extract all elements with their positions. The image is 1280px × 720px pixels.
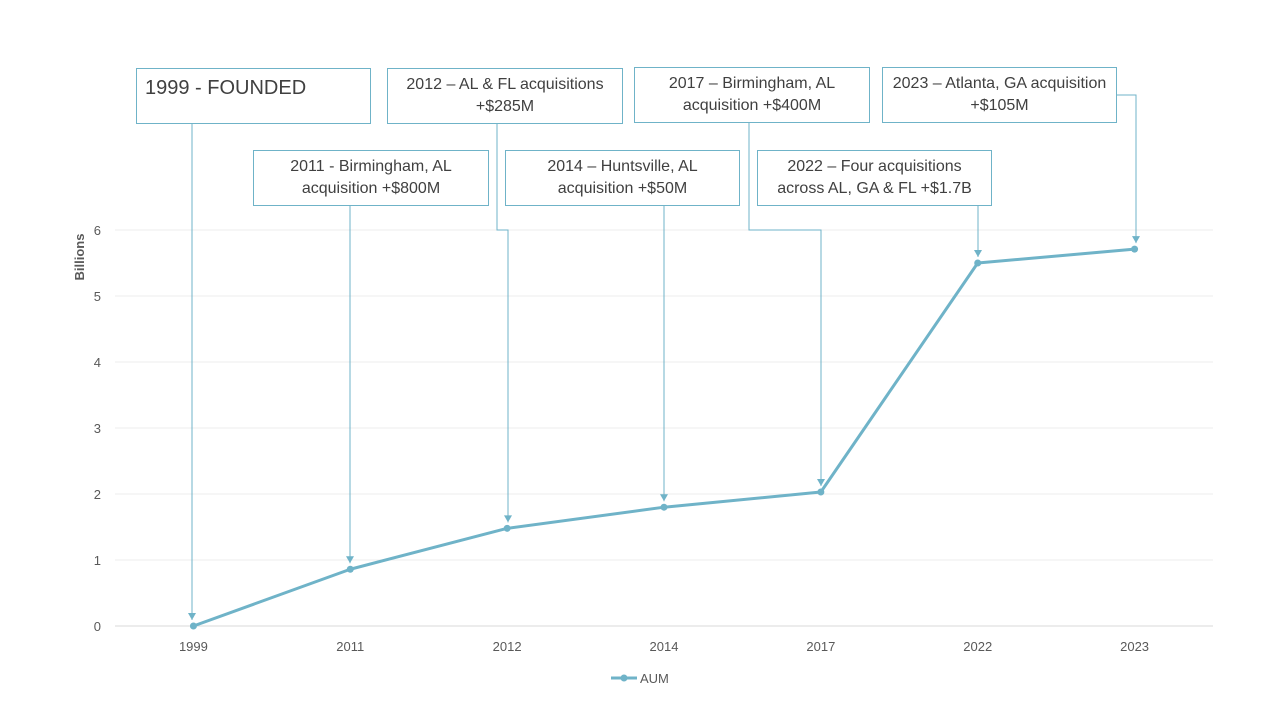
data-point <box>660 503 668 511</box>
data-point <box>503 524 511 532</box>
y-tick-label: 3 <box>94 421 101 436</box>
y-tick-label: 6 <box>94 223 101 238</box>
callout-connector <box>496 124 509 523</box>
y-axis-label: Billions <box>72 234 87 281</box>
callout-2017: 2017 – Birmingham, AL acquisition +$400M <box>634 67 870 123</box>
data-point <box>1131 245 1139 253</box>
connector-arrowhead <box>346 556 354 564</box>
callout-connector <box>1117 94 1137 244</box>
connector-arrowhead <box>974 250 982 257</box>
y-tick-label: 0 <box>94 619 101 634</box>
x-tick-label: 2012 <box>493 639 522 654</box>
legend: AUM <box>611 671 669 686</box>
callout-2012: 2012 – AL & FL acquisitions +$285M <box>387 68 623 124</box>
data-point <box>817 488 825 496</box>
data-point <box>974 259 982 267</box>
legend-label-aum: AUM <box>640 671 669 686</box>
x-tick-label: 2022 <box>963 639 992 654</box>
y-tick-label: 1 <box>94 553 101 568</box>
x-tick-label: 2023 <box>1120 639 1149 654</box>
y-tick-label: 4 <box>94 355 101 370</box>
x-tick-label: 2017 <box>806 639 835 654</box>
connector-arrowhead <box>660 494 668 502</box>
y-tick-label: 2 <box>94 487 101 502</box>
x-tick-label: 1999 <box>179 639 208 654</box>
callout-2011: 2011 - Birmingham, AL acquisition +$800M <box>253 150 489 206</box>
callout-2014: 2014 – Huntsville, AL acquisition +$50M <box>505 150 740 206</box>
callout-2022: 2022 – Four acquisitions across AL, GA &… <box>757 150 992 206</box>
data-point <box>346 565 354 573</box>
x-tick-label: 2011 <box>336 639 364 654</box>
data-point <box>189 622 197 630</box>
callout-1999: 1999 - FOUNDED <box>136 68 371 124</box>
x-tick-label: 2014 <box>650 639 679 654</box>
callout-connector <box>748 123 822 487</box>
connector-arrowhead <box>504 515 512 523</box>
connector-arrowhead <box>817 479 825 487</box>
callout-2023: 2023 – Atlanta, GA acquisition +$105M <box>882 67 1117 123</box>
connector-arrowhead <box>188 613 196 620</box>
connector-arrowhead <box>1132 236 1140 244</box>
y-tick-label: 5 <box>94 289 101 304</box>
